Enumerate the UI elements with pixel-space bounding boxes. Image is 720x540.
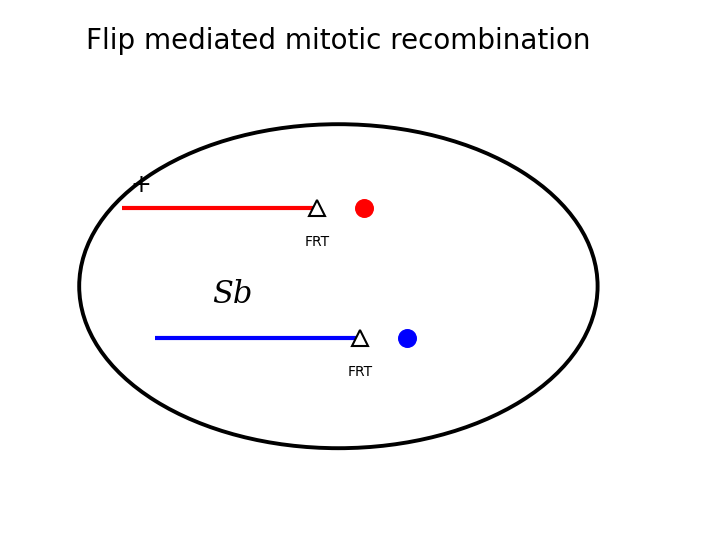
Point: [358, 204, 369, 212]
Text: +: +: [130, 173, 150, 197]
Text: FRT: FRT: [348, 364, 372, 379]
Point: [401, 333, 413, 342]
Text: Sb: Sb: [212, 279, 253, 310]
Text: FRT: FRT: [305, 235, 329, 249]
Text: Flip mediated mitotic recombination: Flip mediated mitotic recombination: [86, 27, 590, 55]
